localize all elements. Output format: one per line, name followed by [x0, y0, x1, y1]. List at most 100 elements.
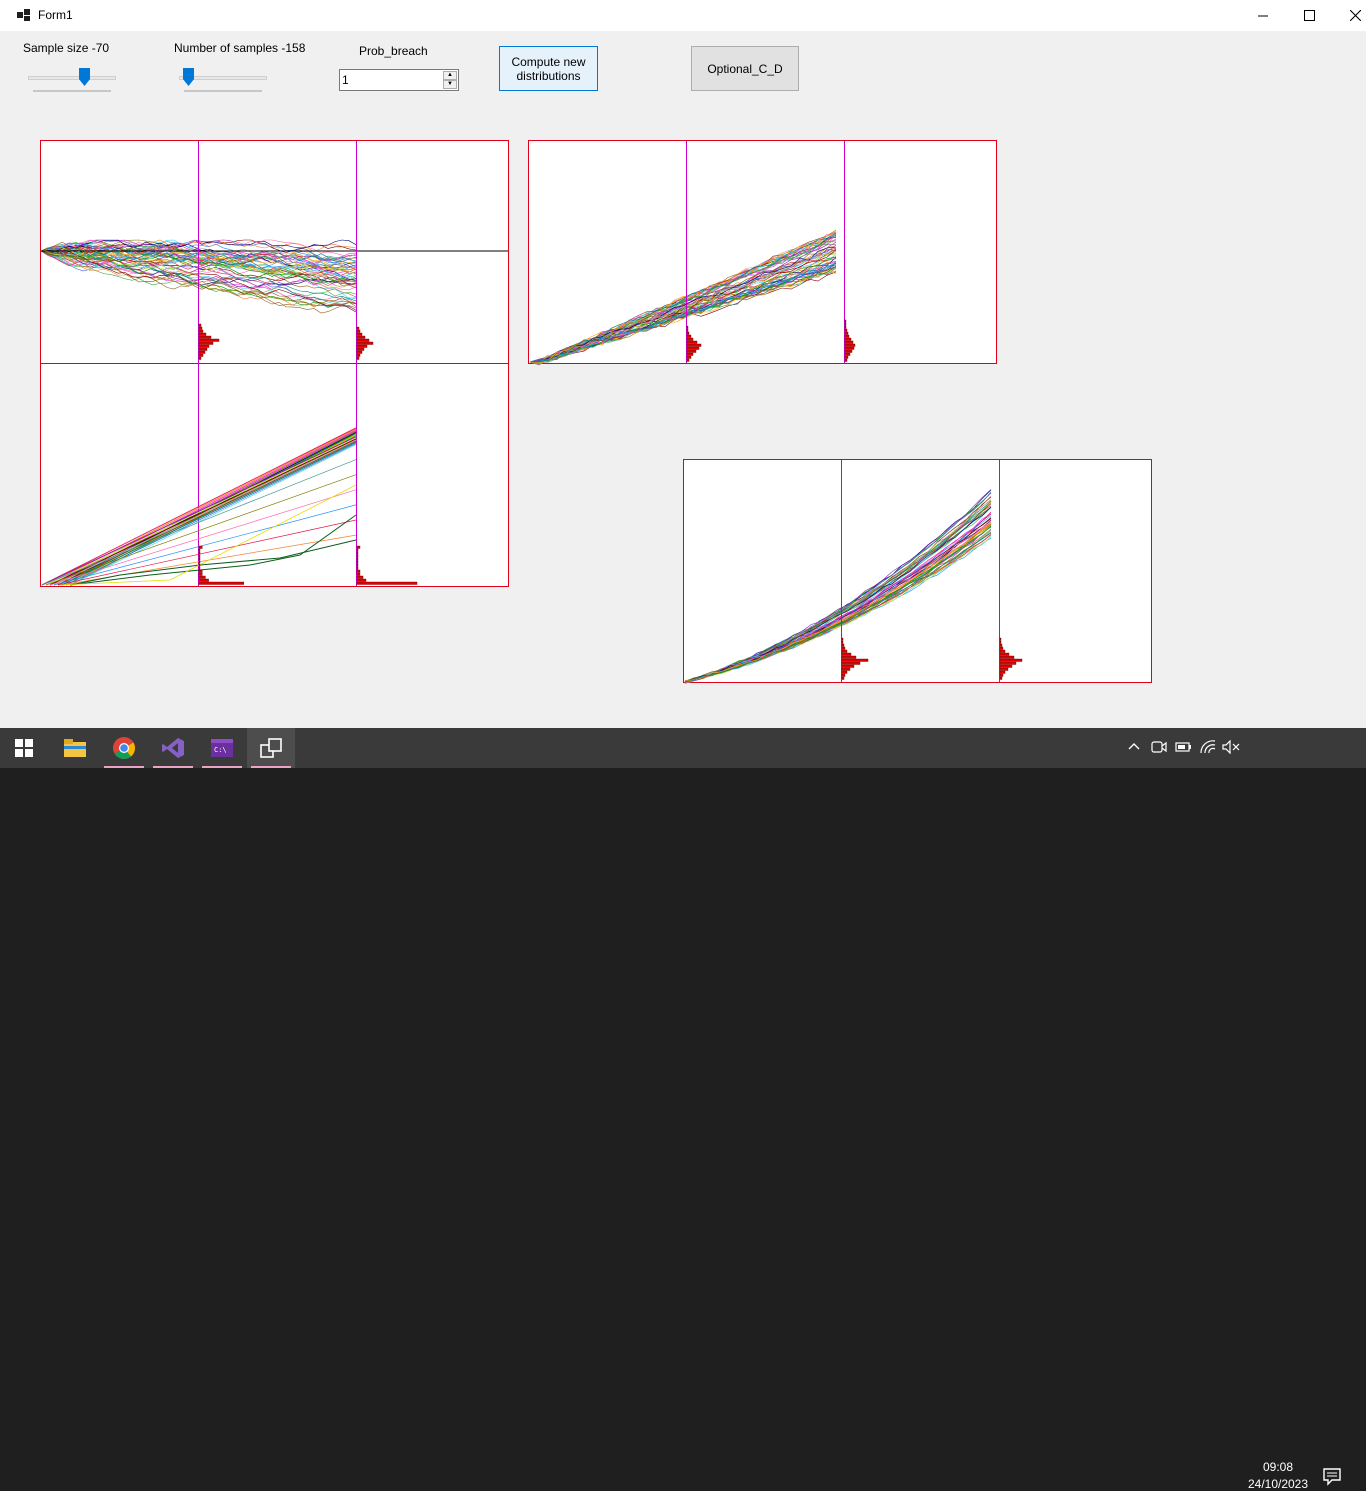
histogram-bar: [198, 335, 212, 339]
histogram-bar: [844, 319, 847, 323]
minimize-button[interactable]: [1240, 0, 1286, 31]
simulation-path: [57, 519, 357, 586]
histogram-bar: [844, 334, 850, 338]
histogram-bar: [356, 347, 365, 351]
taskbar-chrome[interactable]: [100, 728, 148, 768]
histogram-bar: [198, 560, 201, 564]
histogram-bar: [841, 655, 857, 659]
simulation-path: [45, 474, 357, 586]
slider-thumb[interactable]: [79, 68, 90, 86]
histogram-bar: [686, 337, 694, 341]
notification-icon[interactable]: [1322, 1466, 1342, 1486]
sample-size-slider[interactable]: [24, 65, 120, 95]
simulation-path: [69, 514, 357, 586]
histogram-bar: [841, 667, 851, 671]
histogram-bar: [198, 350, 206, 354]
simulation-path: [49, 489, 357, 586]
num-samples-slider[interactable]: [175, 65, 271, 95]
histogram-bar: [198, 557, 201, 561]
slider-thumb[interactable]: [183, 68, 194, 86]
simulation-path: [529, 235, 837, 364]
histogram-bar: [356, 560, 359, 564]
app-running-indicator: [251, 766, 291, 768]
simulation-path: [529, 247, 837, 363]
histogram-bar: [686, 349, 697, 353]
histogram-bar: [999, 664, 1013, 668]
simulation-path: [61, 441, 357, 586]
histogram-bar: [686, 334, 692, 338]
histogram-bar: [841, 661, 861, 665]
spin-up-button[interactable]: ▲: [443, 71, 457, 80]
histogram-bar: [686, 352, 694, 356]
histogram-bar: [844, 337, 852, 341]
slider-ticks: [33, 89, 111, 92]
histogram-bar: [198, 569, 203, 573]
histogram-bar: [999, 649, 1006, 653]
histogram-bar: [198, 338, 220, 342]
taskbar: C:\ 09:08 24/10/2023: [0, 728, 1366, 1491]
histogram-bar: [844, 352, 851, 356]
histogram-bar: [198, 344, 210, 348]
histogram-bar: [356, 548, 359, 552]
start-button[interactable]: [0, 728, 48, 768]
histogram-bar: [356, 338, 370, 342]
prob-breach-input[interactable]: [342, 72, 442, 88]
taskbar-file-explorer[interactable]: [51, 728, 99, 768]
histogram-bar: [356, 563, 359, 567]
histogram-bar: [198, 329, 204, 333]
chevron-up-icon[interactable]: [1128, 740, 1140, 755]
histogram-bar: [844, 331, 849, 335]
histogram-bar: [999, 661, 1017, 665]
chart-panel-top-right: [528, 140, 997, 364]
optional-c-d-button[interactable]: Optional_C_D: [691, 46, 799, 91]
histogram-bar: [841, 652, 852, 656]
histogram-bar: [356, 566, 359, 570]
prob-breach-stepper[interactable]: ▲ ▼: [339, 69, 459, 91]
simulation-path: [41, 427, 357, 586]
speaker-muted-icon[interactable]: [1222, 739, 1240, 757]
simulation-path: [684, 497, 992, 683]
windows-icon: [15, 739, 33, 757]
histogram-bar: [356, 569, 361, 573]
simulation-path: [529, 246, 837, 366]
histogram-bar: [356, 344, 368, 348]
taskbar-visual-studio[interactable]: [149, 728, 197, 768]
wifi-icon[interactable]: [1199, 740, 1217, 757]
clock-time[interactable]: 09:08: [1262, 1460, 1294, 1474]
battery-icon[interactable]: [1175, 740, 1193, 757]
histogram-bar: [356, 329, 361, 333]
histogram-bar: [841, 646, 846, 650]
simulation-path: [529, 233, 837, 363]
simulation-path: [59, 484, 357, 586]
histogram-bar: [999, 646, 1004, 650]
histogram-bar: [999, 676, 1003, 680]
simulation-path: [529, 266, 837, 363]
spin-down-button[interactable]: ▼: [443, 80, 457, 89]
histogram-bar: [198, 551, 201, 555]
histogram-bar: [356, 335, 366, 339]
maximize-icon: [1303, 10, 1315, 21]
close-button[interactable]: [1332, 0, 1366, 31]
app-icon: [17, 9, 31, 21]
histogram-bar: [686, 325, 689, 329]
clock-date[interactable]: 24/10/2023: [1247, 1477, 1309, 1491]
taskbar-form1-app[interactable]: [247, 728, 295, 768]
maximize-button[interactable]: [1286, 0, 1332, 31]
terminal-icon: C:\: [211, 739, 233, 757]
histogram-bar: [198, 572, 203, 576]
histogram-bar: [686, 328, 689, 332]
histogram-bar: [844, 322, 847, 326]
histogram-bar: [198, 581, 244, 585]
simulation-path: [53, 439, 357, 586]
taskbar-terminal[interactable]: C:\: [198, 728, 246, 768]
histogram-bar: [356, 356, 360, 360]
histogram-bar: [356, 575, 364, 579]
compute-new-distributions-button[interactable]: Compute new distributions: [499, 46, 598, 91]
slider-ticks: [184, 89, 262, 92]
simulation-path: [529, 258, 837, 363]
histogram-bar: [686, 343, 702, 347]
meet-now-icon[interactable]: [1151, 740, 1167, 757]
simulation-path: [529, 262, 837, 363]
title-bar[interactable]: Form1: [0, 0, 1366, 31]
simulation-path: [684, 506, 992, 683]
